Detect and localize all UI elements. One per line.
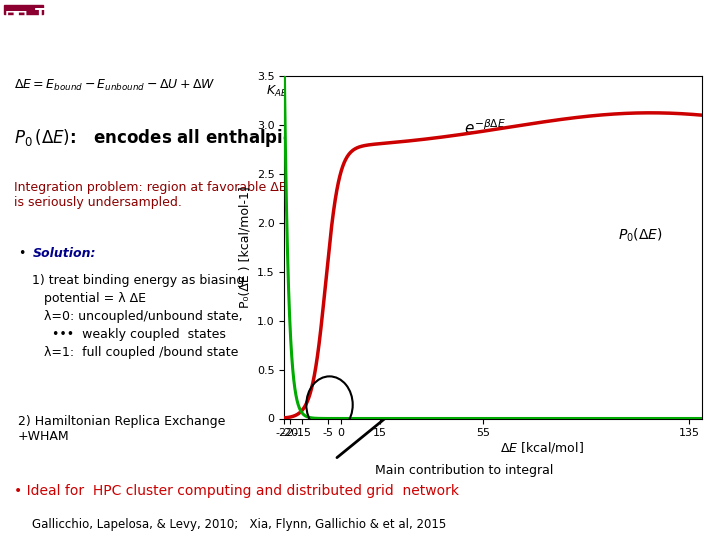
Y-axis label: P₀(ΔE ) [kcal/mol-1]: P₀(ΔE ) [kcal/mol-1] [238, 186, 251, 308]
Text: Main contribution to integral: Main contribution to integral [375, 464, 554, 477]
Text: $P_0\,(\Delta E)$:   encodes all enthalpic and entropic effects: $P_0\,(\Delta E)$: encodes all enthalpic… [14, 127, 489, 149]
Text: $K_{AB} = C^{\circ}V_{site}\langle e^{-\beta\Delta E}\rangle_0= C^{II}V_{site}\i: $K_{AB} = C^{\circ}V_{site}\langle e^{-\… [266, 78, 563, 100]
Text: Binding Energy Distribution Analysis Method (Computing Method): Binding Energy Distribution Analysis Met… [112, 16, 720, 35]
Text: $\Delta E$ [kcal/mol]: $\Delta E$ [kcal/mol] [500, 440, 584, 455]
Bar [4, 5, 43, 15]
Text: • Ideal for  HPC cluster computing and distributed grid  network: • Ideal for HPC cluster computing and di… [14, 484, 459, 498]
Text: T: T [6, 11, 27, 38]
Text: •: • [18, 247, 25, 260]
Text: TEMPLE: TEMPLE [35, 8, 102, 23]
Text: Gallicchio, Lapelosa, & Levy, 2010;   Xia, Flynn, Gallichio & et al, 2015: Gallicchio, Lapelosa, & Levy, 2010; Xia,… [32, 518, 446, 531]
Text: $e^{-\beta\Delta E}$: $e^{-\beta\Delta E}$ [464, 118, 506, 137]
Text: $\Delta E = E_{bound} - E_{unbound} - \Delta U + \Delta W$: $\Delta E = E_{bound} - E_{unbound} - \D… [14, 78, 216, 93]
Text: Integration problem: region at favorable ΔE’s
is seriously undersampled.: Integration problem: region at favorable… [14, 181, 297, 209]
Bar [6, 6, 40, 45]
Text: UNIVERSITY®: UNIVERSITY® [35, 34, 83, 40]
Text: Solution:: Solution: [32, 247, 96, 260]
Text: $P_0(\Delta E)$: $P_0(\Delta E)$ [618, 226, 663, 244]
Text: 2) Hamiltonian Replica Exchange
+WHAM: 2) Hamiltonian Replica Exchange +WHAM [18, 415, 225, 443]
Text: 1) treat binding energy as biasing
   potential = λ ΔE
   λ=0: uncoupled/unbound: 1) treat binding energy as biasing poten… [32, 274, 245, 359]
